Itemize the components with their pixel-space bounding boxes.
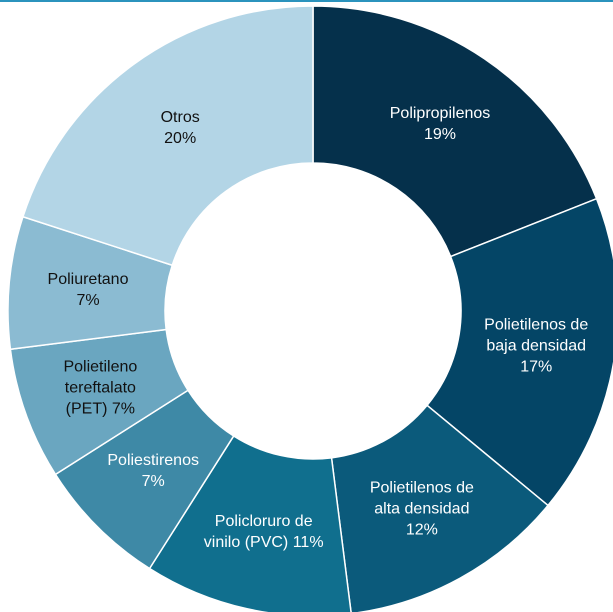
slice [312,5,598,258]
category-label: Otros [160,109,200,127]
value-label: 7% [141,472,165,490]
slice-label: Polietilenos de baja densidad 17% [477,315,595,378]
value-label: 12% [405,521,438,539]
category-label: Polietilenos de alta densidad [369,479,474,518]
slice-label: Polietileno tereftalato (PET) 7% [46,356,154,419]
category-label: Poliestirenos [107,451,199,469]
slice [21,5,314,267]
value-label: 19% [424,126,457,144]
slice-label: Polietilenos de alta densidad 12% [363,478,481,541]
category-label: Polietilenos de baja densidad [484,316,589,355]
value-label: 17% [520,358,553,376]
top-rule [0,0,613,2]
slice-label: Policloruro de vinilo (PVC) 11% [198,511,330,553]
value-label: 7% [76,291,100,309]
category-label: Polietileno tereftalato (PET) [63,358,138,418]
slice [425,197,613,507]
value-label: 7% [111,400,136,418]
category-label: Policloruro de vinilo (PVC) [203,512,313,551]
slice-label: Poliuretano 7% [38,269,138,311]
slice [330,404,550,612]
value-label: 11% [292,533,324,551]
slice-label: Polipropilenos 19% [375,103,505,145]
slice-label: Poliestirenos 7% [97,450,209,492]
category-label: Polipropilenos [389,105,491,123]
slice-label: Otros 20% [150,107,210,149]
value-label: 20% [164,130,197,148]
category-label: Poliuretano [47,270,129,288]
